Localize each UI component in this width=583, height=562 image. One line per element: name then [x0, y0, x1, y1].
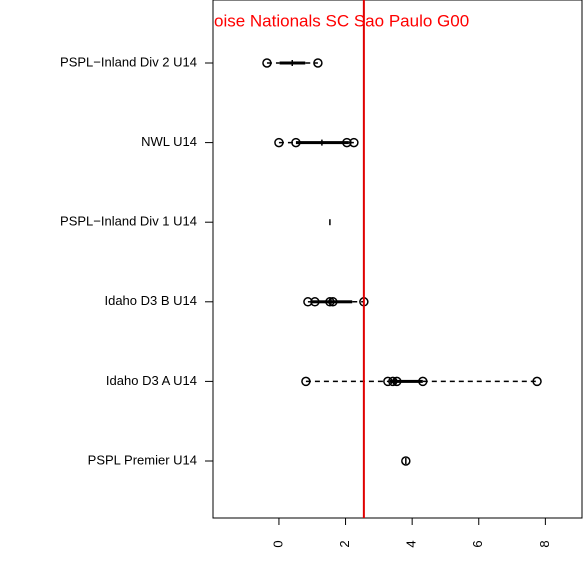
x-tick-label: 0	[270, 540, 285, 547]
point	[418, 376, 428, 387]
x-tick-label: 6	[470, 540, 485, 547]
x-tick-label: 8	[537, 540, 552, 547]
x-tick-label: 2	[337, 540, 352, 547]
point	[392, 376, 402, 387]
y-tick-label: PSPL−Inland Div 1 U14	[60, 214, 197, 229]
point	[388, 376, 398, 387]
x-tick-label: 4	[404, 540, 419, 547]
point	[325, 297, 335, 307]
point	[310, 297, 320, 307]
point	[328, 297, 338, 307]
point	[301, 376, 311, 387]
point	[274, 137, 284, 148]
y-tick-label: NWL U14	[141, 134, 197, 149]
point	[401, 456, 411, 466]
plot-frame	[212, 0, 583, 519]
point	[349, 137, 359, 148]
point	[342, 137, 352, 148]
point	[303, 297, 313, 307]
y-tick-label: PSPL−Inland Div 2 U14	[60, 54, 197, 69]
point	[313, 58, 323, 68]
y-tick-label: Idaho D3 A U14	[106, 373, 197, 388]
chart-title: oise Nationals SC Sao Paulo G00	[214, 11, 469, 30]
y-tick-label: Idaho D3 B U14	[104, 293, 197, 308]
point	[532, 376, 542, 387]
point	[291, 137, 301, 148]
box	[389, 379, 423, 383]
y-tick-label: PSPL Premier U14	[88, 452, 197, 467]
point	[383, 376, 393, 387]
point	[262, 58, 272, 68]
